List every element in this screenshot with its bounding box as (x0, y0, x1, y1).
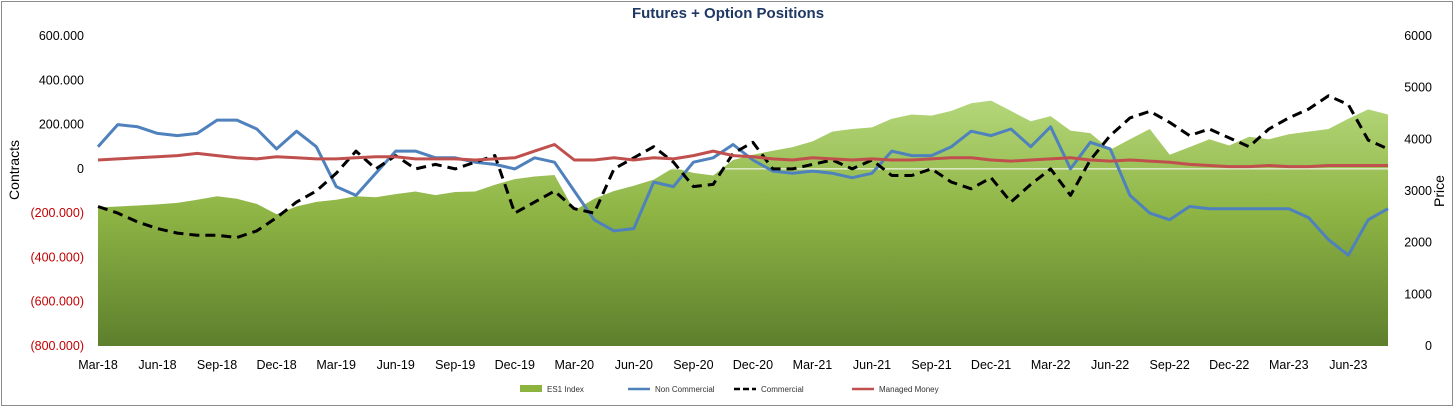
x-tick-label: Jun-19 (377, 358, 415, 372)
x-tick-label: Mar-18 (78, 358, 118, 372)
x-tick-label: Jun-23 (1329, 358, 1367, 372)
y2-tick-label: 1000 (1404, 287, 1432, 301)
x-tick-label: Mar-20 (555, 358, 595, 372)
y-axis-left: 600.000 400.000 200.000 0 (200.000) (400.000)… (30, 29, 84, 353)
x-tick-label: Mar-22 (1031, 358, 1071, 372)
y2-tick-label: 0 (1425, 339, 1432, 353)
series-area-es1-index (98, 100, 1388, 346)
y-tick-label: (800.000) (30, 339, 84, 353)
x-tick-label: Sep-19 (435, 358, 475, 372)
legend-entry: Non Commercial (655, 385, 715, 394)
chart-title: Futures + Option Positions (631, 5, 825, 22)
y-tick-label: (400.000) (30, 250, 84, 264)
lines-layer (96, 94, 1389, 257)
y2-axis-label: Price (1431, 175, 1447, 207)
y2-tick-label: 3000 (1404, 184, 1432, 198)
x-tick-label: Dec-18 (256, 358, 296, 372)
legend-entry: Commercial (761, 385, 804, 394)
x-tick-label: Sep-22 (1150, 358, 1190, 372)
y2-tick-label: 6000 (1404, 29, 1432, 43)
x-tick-label: Jun-20 (615, 358, 653, 372)
x-tick-label: Jun-18 (138, 358, 176, 372)
x-tick-label: Jun-22 (1091, 358, 1129, 372)
legend-entry: ES1 Index (547, 385, 584, 394)
x-tick-label: Sep-20 (673, 358, 713, 372)
x-tick-label: Dec-19 (495, 358, 535, 372)
x-axis: Mar-18 Jun-18 Sep-18 Dec-18 Mar-19 Jun-19 Sep-… (78, 358, 1367, 372)
x-tick-label: Dec-21 (971, 358, 1011, 372)
y-tick-label: 200.000 (39, 118, 84, 132)
y-axis-label: Contracts (6, 140, 22, 200)
legend-entry: Managed Money (879, 385, 939, 394)
x-tick-label: Dec-20 (733, 358, 773, 372)
y-axis-right: 6000 5000 4000 3000 2000 1000 0 (1404, 29, 1432, 353)
y-tick-label: 600.000 (39, 29, 84, 43)
legend: ES1 Index Non Commercial Commercial Managed… (520, 385, 939, 394)
y-tick-label: 0 (77, 162, 84, 176)
series-line-commercial (97, 94, 1389, 239)
x-tick-label: Sep-18 (197, 358, 237, 372)
x-tick-label: Mar-19 (316, 358, 356, 372)
series-line-non-commercial (96, 118, 1389, 257)
series-line-managed-money (97, 143, 1388, 169)
x-tick-label: Jun-21 (853, 358, 891, 372)
x-tick-label: Sep-21 (911, 358, 951, 372)
area-layer (98, 100, 1388, 346)
x-tick-label: Mar-21 (793, 358, 833, 372)
y-tick-label: (200.000) (30, 206, 84, 220)
legend-swatch (520, 385, 542, 392)
y-tick-label: 400.000 (39, 73, 84, 87)
y-tick-label: (600.000) (30, 295, 84, 309)
x-tick-label: Mar-23 (1269, 358, 1309, 372)
x-tick-label: Dec-22 (1209, 358, 1249, 372)
y2-tick-label: 5000 (1404, 81, 1432, 95)
y2-tick-label: 2000 (1404, 236, 1432, 250)
y2-tick-label: 4000 (1404, 132, 1432, 146)
